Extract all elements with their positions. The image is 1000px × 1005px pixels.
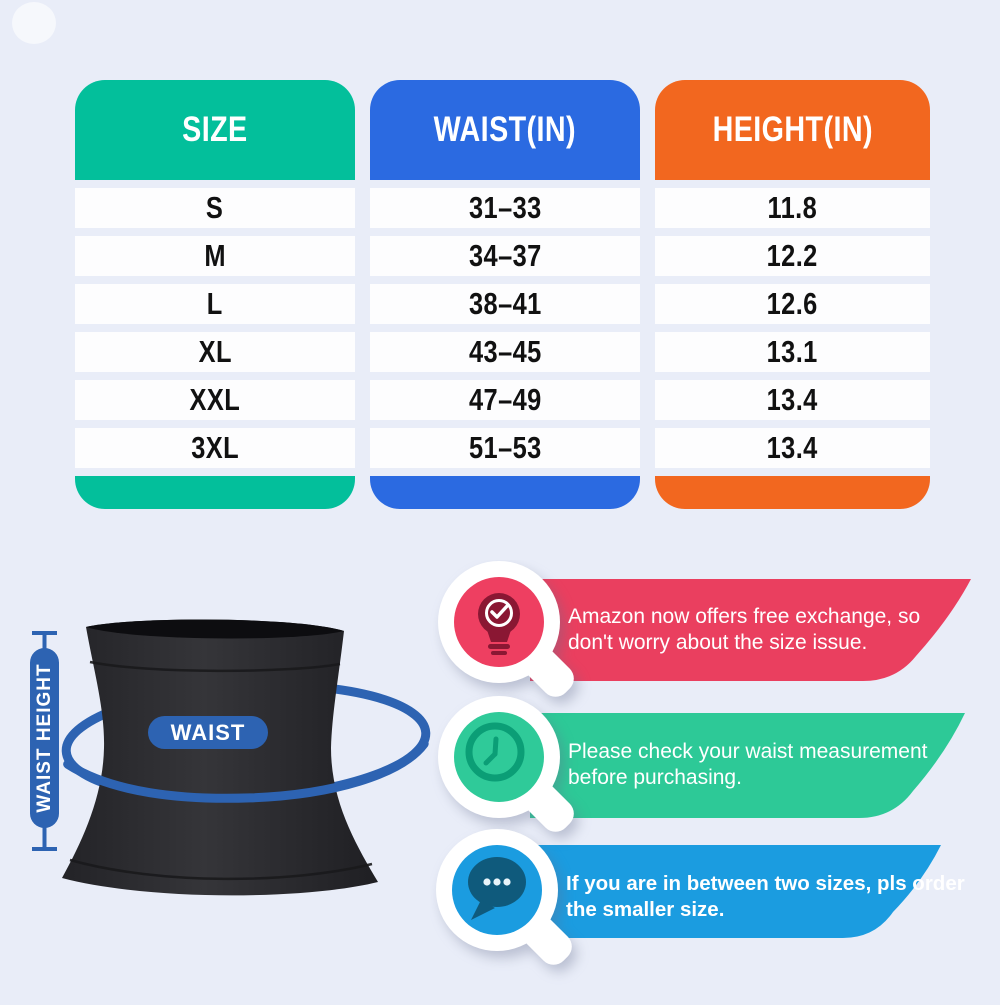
lightbulb-check-icon [478,593,520,655]
cell-size: XXL [189,382,241,417]
header-label: SIZE [182,110,248,149]
callout-line: Amazon now offers free exchange, so [568,605,921,628]
header-label: HEIGHT(IN) [712,110,873,149]
table-footer-bar [655,476,930,509]
height-dimension-line [30,631,59,851]
cell-height: 11.8 [767,190,818,225]
table-row: 38–41 [370,284,640,324]
table-row: XXL [75,380,355,420]
table-row: 13.1 [655,332,930,372]
callout-graphics [436,561,971,965]
table-row: 13.4 [655,428,930,468]
waist-height-label: WAIST HEIGHT [34,663,55,813]
table-row: 31–33 [370,188,640,228]
badge-clock [438,696,574,832]
cell-height: 13.4 [766,382,819,417]
waist-measure-ellipse-front [63,739,429,803]
cell-size: L [207,286,223,321]
table-row: 51–53 [370,428,640,468]
cell-size: 3XL [191,430,239,465]
table-row: XL [75,332,355,372]
table-header-size: SIZE [75,80,355,180]
table-header-waist: WAIST(IN) [370,80,640,180]
callout-line: the smaller size. [566,898,725,921]
chat-dots-icon [468,857,526,920]
callout-banner-exchange [530,579,971,681]
callout-line: before purchasing. [568,766,742,789]
header-label: WAIST(IN) [433,110,577,149]
table-row: 3XL [75,428,355,468]
cell-waist: 47–49 [468,382,542,417]
callout-banner-between-sizes [530,845,941,938]
cell-waist: 38–41 [468,286,542,321]
cell-waist: 34–37 [468,238,542,273]
waist-trainer-garment [62,619,378,896]
table-row: 12.6 [655,284,930,324]
callout-text-exchange: Amazon now offers free exchange, so don'… [568,604,920,656]
cell-height: 13.1 [766,334,819,369]
badge-chat [436,829,572,965]
cell-waist: 43–45 [468,334,542,369]
callout-line: If you are in between two sizes, pls ord… [566,872,965,895]
cell-height: 13.4 [766,430,819,465]
waist-trainer-diagram: WAIST HEIGHT WAIST [0,560,460,1000]
callout-banner-measure [530,713,965,818]
table-footer-bar [75,476,355,509]
cell-waist: 51–53 [468,430,542,465]
table-row: 12.2 [655,236,930,276]
cell-size: XL [198,334,232,369]
cell-height: 12.2 [766,238,819,273]
cell-size: S [206,190,224,225]
waist-label-pill: WAIST [148,716,268,749]
cell-size: M [204,238,226,273]
size-table: SIZE WAIST(IN) HEIGHT(IN) S 31–33 11.8 M… [75,80,930,509]
table-row: S [75,188,355,228]
clock-icon [465,722,525,782]
table-row: 11.8 [655,188,930,228]
callout-banners: Amazon now offers free exchange, so don'… [430,560,1000,1000]
badge-lightbulb [438,561,574,697]
table-footer-bar [370,476,640,509]
table-row: 43–45 [370,332,640,372]
callout-line: Please check your waist measurement [568,740,928,763]
callout-line: don't worry about the size issue. [568,631,868,654]
table-row: 34–37 [370,236,640,276]
callout-text-measure: Please check your waist measurement befo… [568,739,928,791]
table-row: L [75,284,355,324]
waist-trainer-illustration [30,619,431,896]
table-row: 47–49 [370,380,640,420]
decorative-circle [12,2,56,44]
table-header-height: HEIGHT(IN) [655,80,930,180]
cell-waist: 31–33 [468,190,542,225]
table-row: 13.4 [655,380,930,420]
cell-height: 12.6 [766,286,819,321]
callout-text-between-sizes: If you are in between two sizes, pls ord… [566,871,965,923]
table-row: M [75,236,355,276]
